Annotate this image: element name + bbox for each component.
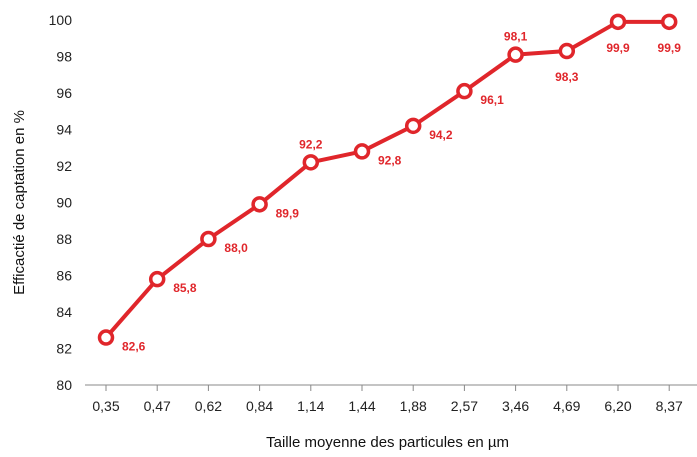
data-point [97,329,115,346]
data-point [404,117,422,135]
x-tick-label: 8,37 [656,398,683,414]
data-point [558,42,576,60]
data-label: 85,8 [173,281,197,295]
series-line [104,19,670,339]
y-tick-label: 88 [56,231,72,247]
data-point [507,46,524,63]
x-tick-label: 6,20 [604,398,631,414]
y-tick-label: 86 [56,268,72,284]
data-label: 98,3 [555,70,579,84]
data-point [353,143,371,160]
y-axis-title: Efficactié de captation en % [11,110,28,295]
data-point [148,270,166,288]
data-label: 88,0 [224,241,248,255]
data-point [456,82,473,100]
x-tick-label: 0,35 [92,398,119,414]
y-tick-label: 80 [56,377,72,393]
data-label: 92,8 [378,153,402,167]
data-labels: 82,6 85,8 88,0 89,9 92,2 92,8 94,2 96,1 98,1 98,3… [122,30,681,354]
x-axis-ticks: 0,35 0,47 0,62 0,84 1,14 1,44 1,88 2,57 3,46 4,69… [92,385,683,414]
x-tick-label: 0,84 [246,398,273,414]
data-point [660,13,678,31]
data-label: 99,9 [606,41,630,55]
x-axis-title: Taille moyenne des particules en µm [266,434,509,451]
data-points [97,13,678,346]
x-tick-label: 0,62 [195,398,222,414]
data-label: 98,1 [504,30,528,44]
y-tick-label: 90 [56,195,72,211]
data-label: 96,1 [480,93,504,107]
data-point [302,154,320,171]
x-tick-label: 1,44 [348,398,375,414]
data-label: 82,6 [122,340,146,354]
data-label: 92,2 [299,137,323,151]
x-tick-label: 1,88 [400,398,427,414]
x-tick-label: 0,47 [144,398,171,414]
y-tick-label: 82 [56,341,72,357]
data-point [200,230,217,248]
y-tick-label: 84 [56,304,72,320]
data-label: 89,9 [276,206,300,220]
y-axis-ticks: 80 82 84 86 88 90 92 94 96 98 100 [49,12,73,393]
x-tick-label: 2,57 [451,398,478,414]
y-tick-label: 98 [56,49,72,65]
data-label: 94,2 [429,128,453,142]
data-label: 99,9 [658,41,682,55]
x-tick-label: 1,14 [297,398,324,414]
x-tick-label: 4,69 [553,398,580,414]
y-tick-label: 100 [49,12,73,28]
x-tick-label: 3,46 [502,398,529,414]
data-point [609,13,627,31]
y-tick-label: 94 [56,122,72,138]
data-point [251,196,268,213]
y-tick-label: 96 [56,85,72,101]
y-tick-label: 92 [56,158,72,174]
